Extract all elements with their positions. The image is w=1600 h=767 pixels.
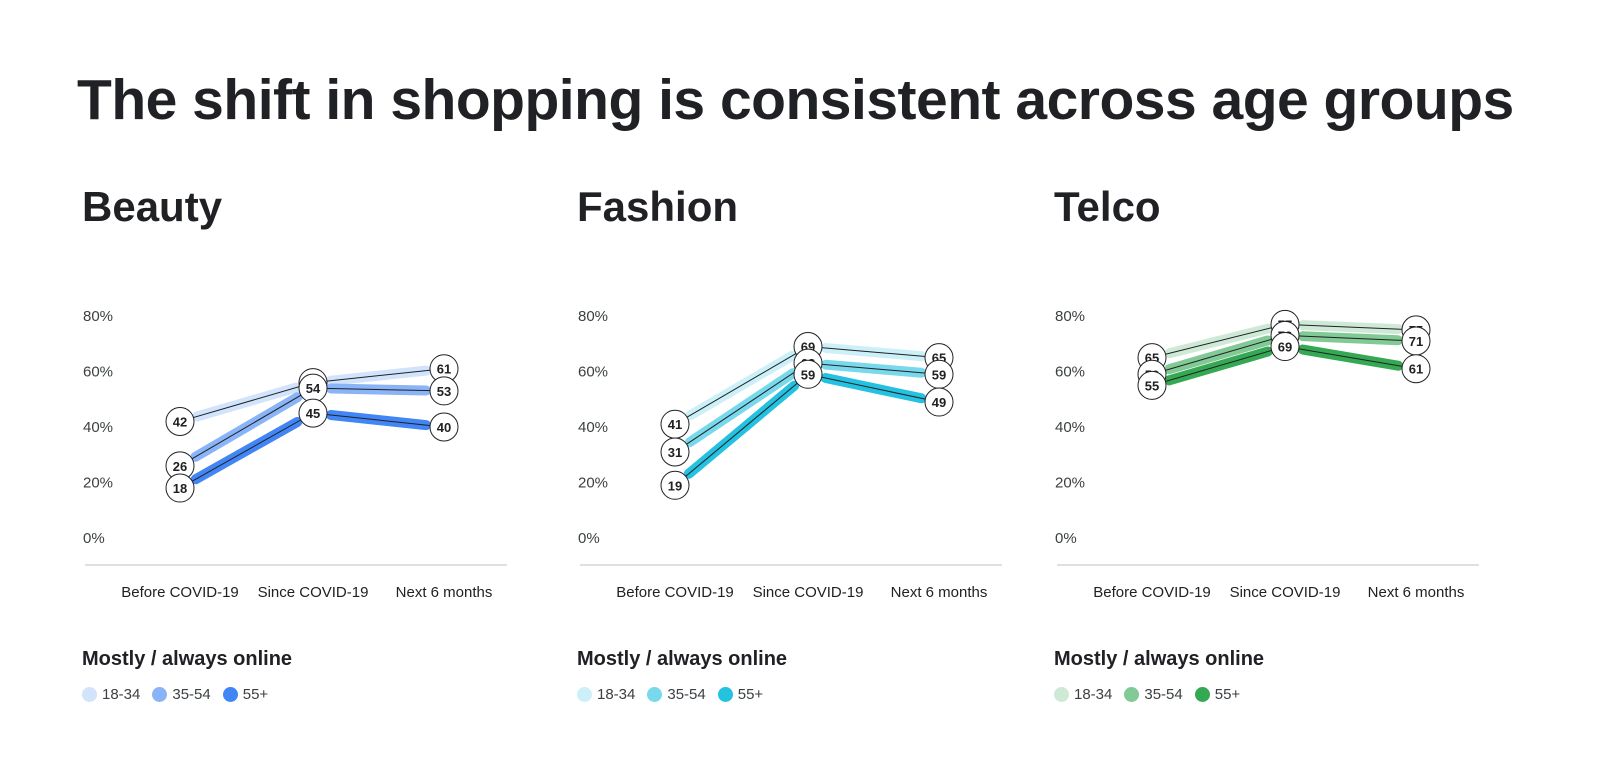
y-tick-label: 40% (83, 419, 113, 436)
data-label: 61 (1409, 362, 1423, 377)
legend: 18-34 35-54 55+ (577, 686, 775, 703)
y-tick-label: 80% (1055, 308, 1085, 325)
legend-swatch (1194, 687, 1210, 702)
y-tick-label: 20% (83, 475, 113, 492)
data-label: 69 (1278, 340, 1292, 355)
data-label: 19 (668, 478, 682, 493)
legend-item-18-34: 18-34 (577, 686, 635, 703)
y-tick-label: 60% (1055, 364, 1085, 381)
data-label: 61 (437, 362, 451, 377)
legend-swatch (82, 687, 97, 702)
data-point (165, 406, 195, 436)
legend-label: 18-34 (597, 686, 636, 703)
data-label: 55 (1145, 378, 1159, 393)
beauty-chart: 0% 20% 40% 60% 80% Before COVID-19 Since COVID… (83, 308, 507, 601)
beauty-panel: Beauty 0% 20% 40% 60% 80% Before COVID-19 Sinc… (77, 0, 547, 767)
data-label: 41 (668, 417, 682, 432)
data-point (660, 437, 690, 467)
legend-swatch (1054, 687, 1069, 702)
legend-item-35-54: 35-54 (1124, 686, 1183, 703)
legend-swatch (1124, 687, 1140, 702)
legend-item-35-54: 35-54 (152, 686, 211, 703)
x-tick-label: Since COVID-19 (258, 584, 369, 601)
data-point (1137, 370, 1167, 400)
data-point (793, 359, 823, 389)
data-label: 40 (437, 420, 451, 435)
data-point (298, 398, 328, 428)
x-tick-label: Next 6 months (891, 584, 988, 601)
legend-swatch (577, 687, 592, 702)
data-label: 26 (173, 459, 187, 474)
y-tick-label: 60% (578, 364, 608, 381)
legend: 18-34 35-54 55+ (1054, 686, 1252, 703)
legend: 18-34 35-54 55+ (82, 686, 280, 703)
legend-label: 18-34 (102, 686, 141, 703)
x-tick-label: Before COVID-19 (1093, 584, 1211, 601)
legend-label: 18-34 (1074, 686, 1113, 703)
data-label: 42 (173, 414, 187, 429)
data-label: 54 (306, 381, 321, 396)
chart-title: Telco (1054, 183, 1161, 230)
y-tick-label: 40% (1055, 419, 1085, 436)
telco-panel: Telco 0% 20% 40% 60% 80% Before COVID-19 Since… (1049, 0, 1519, 767)
data-label: 45 (306, 406, 320, 421)
legend-label: 55+ (737, 686, 764, 703)
legend-label: 35-54 (172, 686, 211, 703)
legend-label: 55+ (242, 686, 269, 703)
legend-item-35-54: 35-54 (647, 686, 706, 703)
x-tick-label: Next 6 months (1368, 584, 1465, 601)
legend-title: Mostly / always online (1054, 648, 1265, 670)
legend-swatch (717, 687, 733, 702)
legend-swatch (222, 687, 238, 702)
legend-item-55-plus: 55+ (717, 686, 764, 703)
legend-label: 55+ (1214, 686, 1241, 703)
legend-item-18-34: 18-34 (1054, 686, 1112, 703)
data-point (1270, 332, 1300, 362)
data-point (660, 470, 690, 500)
legend-label: 35-54 (667, 686, 706, 703)
legend-swatch (647, 687, 663, 702)
y-tick-label: 60% (83, 364, 113, 381)
data-label: 59 (932, 367, 946, 382)
fashion-panel: Fashion 0% 20% 40% 60% 80% Before COVID-19 Sin… (572, 0, 1042, 767)
legend-item-18-34: 18-34 (82, 686, 140, 703)
y-tick-label: 20% (1055, 475, 1085, 492)
data-point (924, 387, 954, 417)
data-label: 53 (437, 384, 451, 399)
data-label: 18 (173, 481, 187, 496)
y-tick-label: 0% (1055, 530, 1077, 547)
chart-title: Beauty (82, 183, 223, 230)
x-tick-label: Next 6 months (396, 584, 493, 601)
y-tick-label: 80% (83, 308, 113, 325)
data-point (165, 473, 195, 503)
y-tick-label: 0% (83, 530, 105, 547)
legend-item-55-plus: 55+ (222, 686, 269, 703)
data-label: 49 (932, 395, 946, 410)
chart-title: Fashion (577, 183, 739, 230)
x-tick-label: Before COVID-19 (121, 584, 239, 601)
x-tick-label: Since COVID-19 (1230, 584, 1341, 601)
data-point (1401, 354, 1431, 384)
legend-item-55-plus: 55+ (1194, 686, 1241, 703)
y-tick-label: 40% (578, 419, 608, 436)
legend-swatch (152, 687, 168, 702)
data-point (429, 412, 459, 442)
telco-chart: 0% 20% 40% 60% 80% Before COVID-19 Since COVID… (1055, 308, 1479, 601)
x-tick-label: Since COVID-19 (753, 584, 864, 601)
data-point (429, 376, 459, 406)
legend-title: Mostly / always online (82, 648, 293, 670)
legend-title: Mostly / always online (577, 648, 788, 670)
y-tick-label: 20% (578, 475, 608, 492)
data-label: 31 (668, 445, 682, 460)
data-label: 71 (1409, 334, 1423, 349)
y-tick-label: 80% (578, 308, 608, 325)
fashion-chart: 0% 20% 40% 60% 80% Before COVID-19 Since COVID… (578, 308, 1002, 601)
y-tick-label: 0% (578, 530, 600, 547)
x-tick-label: Before COVID-19 (616, 584, 734, 601)
page-title: The shift in shopping is consistent acro… (77, 68, 1514, 132)
legend-label: 35-54 (1144, 686, 1183, 703)
data-label: 59 (801, 367, 815, 382)
